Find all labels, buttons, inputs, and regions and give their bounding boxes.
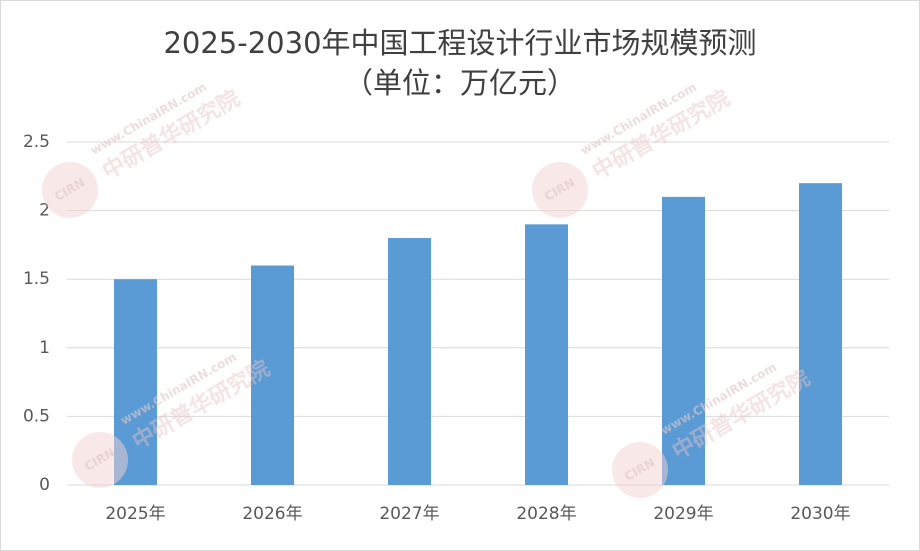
y-tick-label: 0.5 xyxy=(23,406,50,426)
watermark-logo-circle xyxy=(612,442,668,498)
y-tick-label: 1.5 xyxy=(23,269,50,289)
x-tick-label: 2026年 xyxy=(242,504,302,524)
bar xyxy=(388,238,431,485)
y-tick-label: 2.5 xyxy=(23,132,50,152)
bar xyxy=(662,196,705,485)
x-tick-label: 2030年 xyxy=(790,504,850,524)
x-tick-label: 2029年 xyxy=(653,504,713,524)
chart-title: 2025-2030年中国工程设计行业市场规模预测 xyxy=(163,26,756,60)
y-tick-label: 1 xyxy=(39,338,50,358)
bar xyxy=(525,224,568,485)
chart-subtitle: （单位：万亿元） xyxy=(344,66,576,100)
y-tick-label: 0 xyxy=(39,475,50,495)
watermark-logo-circle xyxy=(72,432,128,488)
watermark-logo-circle xyxy=(42,162,98,218)
x-tick-label: 2027年 xyxy=(379,504,439,524)
y-tick-label: 2 xyxy=(39,201,50,221)
watermark-logo-circle xyxy=(532,162,588,218)
x-tick-label: 2025年 xyxy=(105,504,165,524)
x-tick-label: 2028年 xyxy=(516,504,576,524)
bar xyxy=(799,183,842,485)
bar xyxy=(251,265,294,485)
